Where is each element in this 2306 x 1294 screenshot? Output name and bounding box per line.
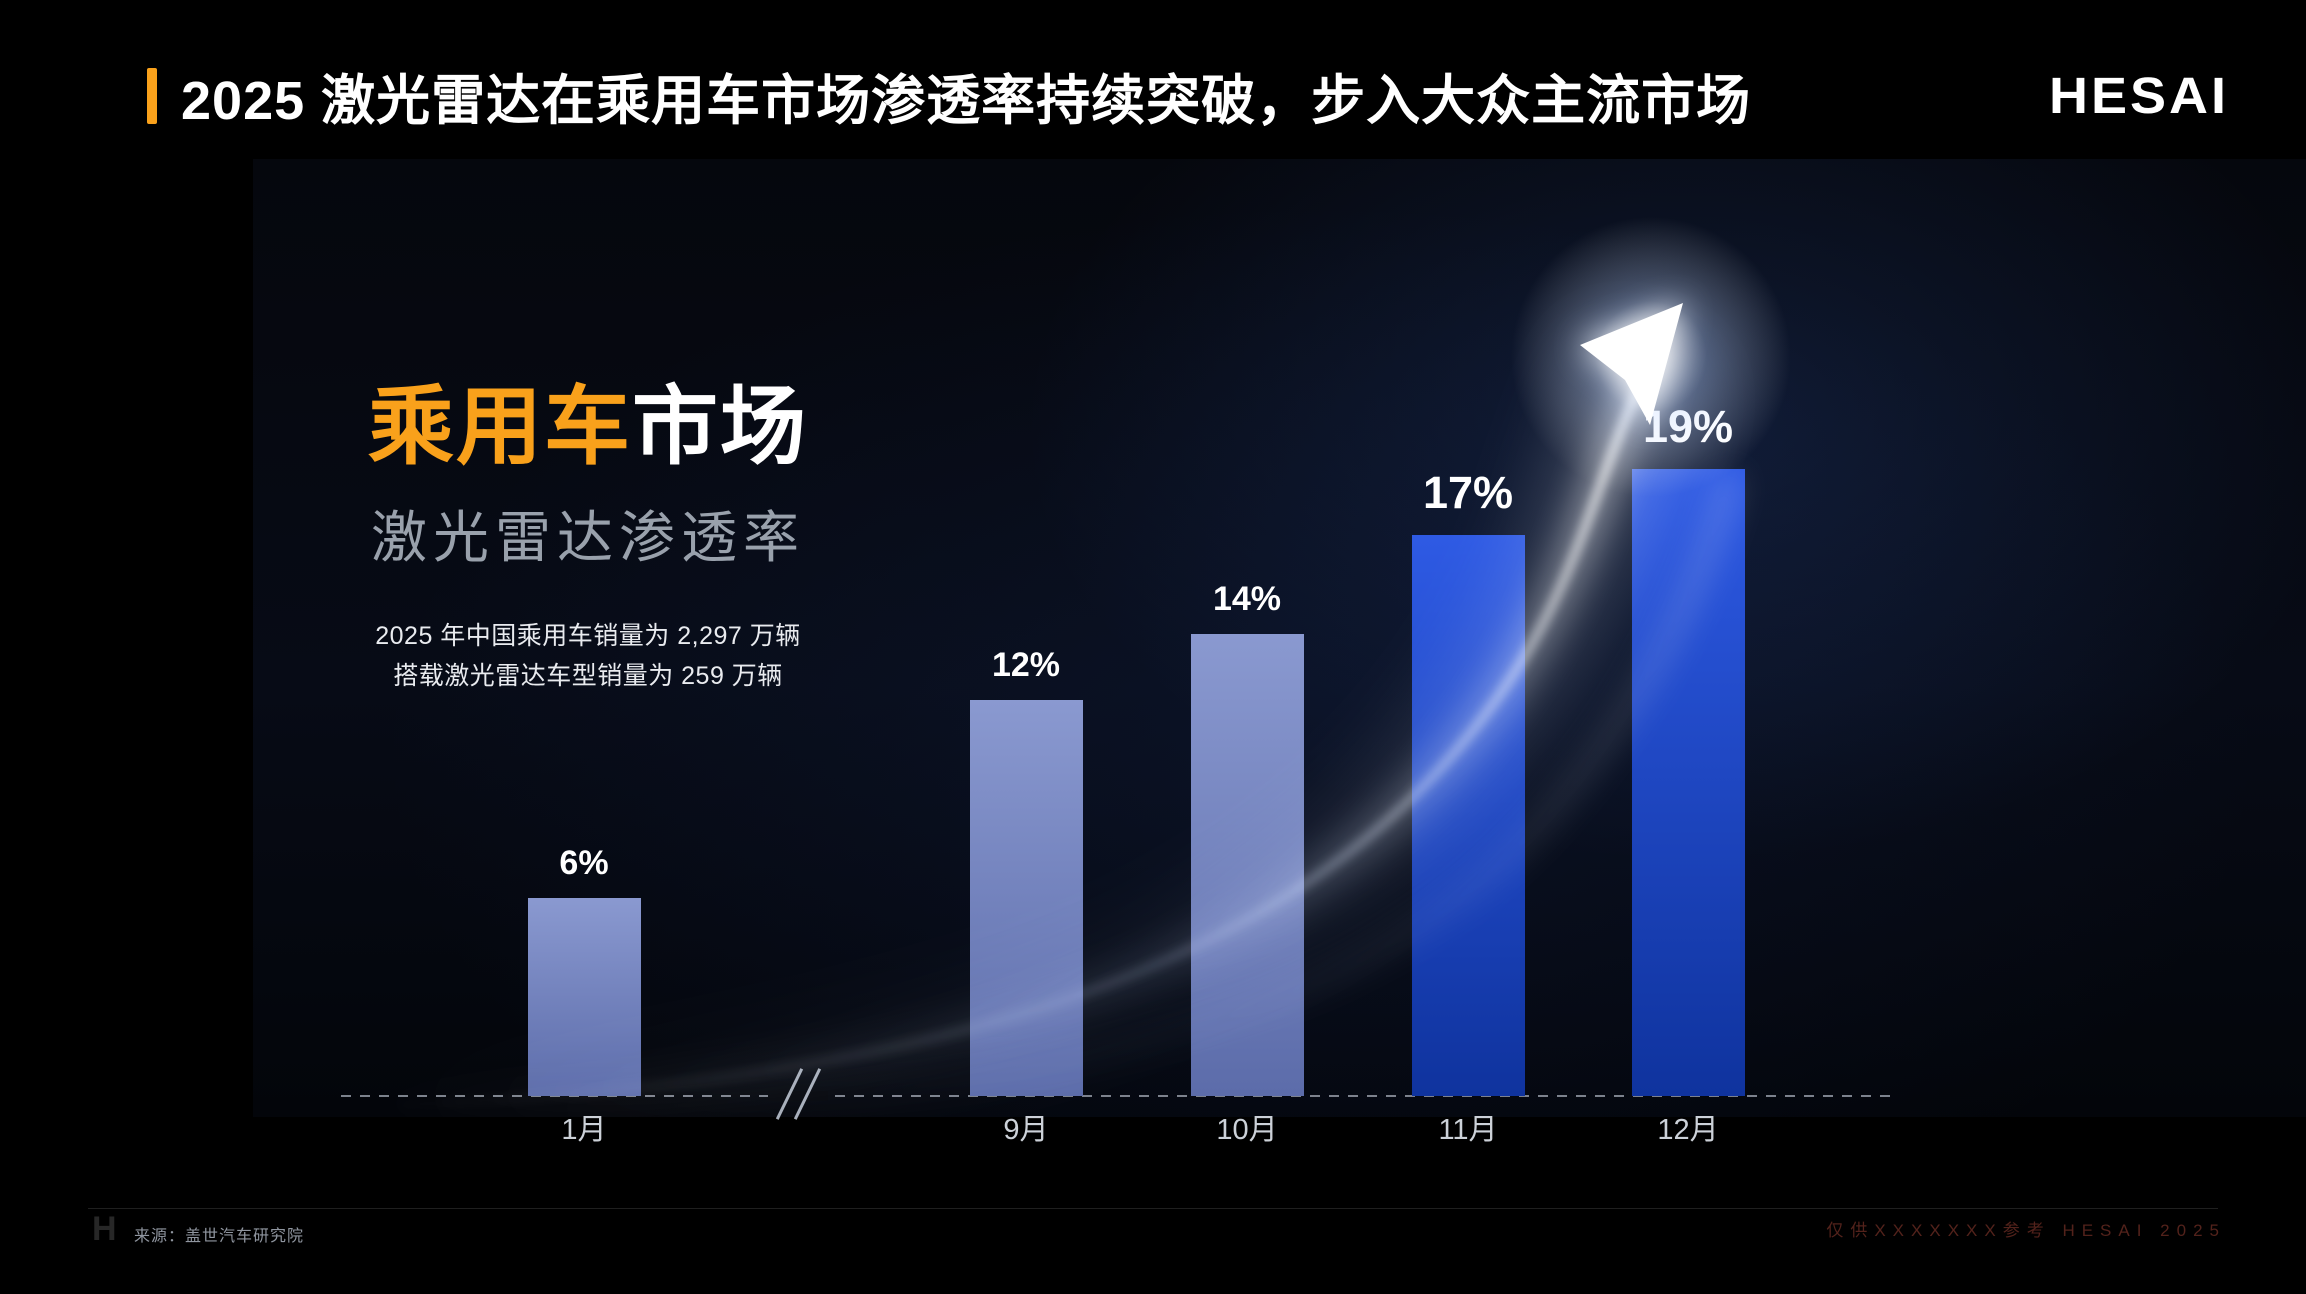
headline-highlight: 乘用车 [368,379,632,475]
bar-value-1月: 6% [559,844,609,882]
chart-intro: 乘用车市场 激光雷达渗透率 2025 年中国乘用车销量为 2,297 万辆 搭载… [238,378,938,697]
headline: 乘用车市场 [238,378,938,477]
headline-rest: 市场 [632,379,808,475]
source-text: 来源：盖世汽车研究院 [134,1228,305,1245]
x-tick-1月: 1月 [561,1114,607,1146]
bar-12月 [1631,469,1745,1096]
bar-value-12月: 19% [1642,401,1734,452]
footer-divider [88,1208,2218,1209]
bar-value-11月: 17% [1422,467,1514,518]
subheadline: 激光雷达渗透率 [371,505,805,569]
hesai-h-mark: H [92,1210,117,1248]
sales-note: 2025 年中国乘用车销量为 2,297 万辆 搭载激光雷达车型销量为 259 … [238,616,938,697]
bar-11月 [1411,535,1525,1096]
x-tick-12月: 12月 [1657,1114,1719,1146]
bar-value-9月: 12% [991,646,1061,684]
axis-break-marks [768,1062,828,1128]
note-line-2: 搭载激光雷达车型销量为 259 万辆 [393,662,783,691]
x-tick-10月: 10月 [1216,1114,1278,1146]
bar-9月 [969,700,1083,1096]
bar-1月 [527,898,641,1096]
x-tick-9月: 9月 [1003,1114,1049,1146]
title-bar: 2025 激光雷达在乘用车市场渗透率持续突破，步入大众主流市场 HESAI [147,56,2229,135]
slide-title: 2025 激光雷达在乘用车市场渗透率持续突破，步入大众主流市场 [181,71,1752,131]
footer-watermark: 仅供XXXXXXX参考 HESAI 2025 [1826,1221,2226,1240]
bar-value-10月: 14% [1212,580,1282,618]
note-line-1: 2025 年中国乘用车销量为 2,297 万辆 [375,621,801,650]
bar-10月 [1190,634,1304,1096]
title-accent-bar [147,67,157,124]
hesai-logo: HESAI [2048,67,2229,124]
x-tick-11月: 11月 [1438,1114,1498,1146]
